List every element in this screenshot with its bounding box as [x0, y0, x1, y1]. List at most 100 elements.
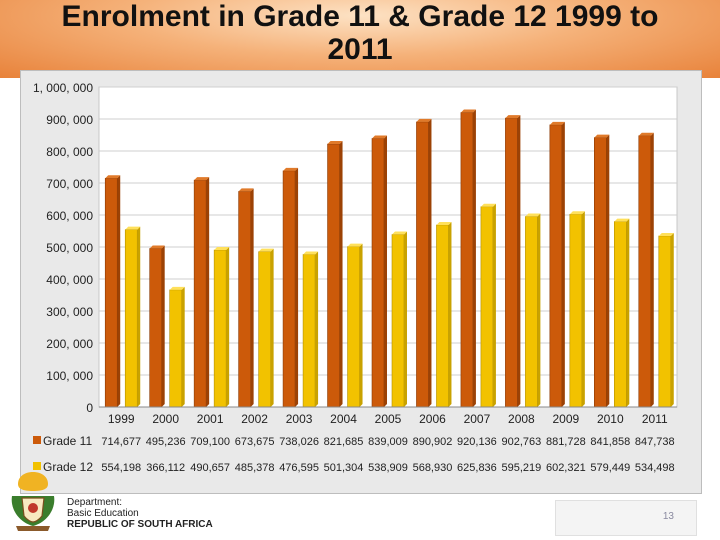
y-tick-label: 700, 000 — [46, 177, 93, 191]
x-tick-label: 2010 — [597, 412, 624, 426]
bar-side-grade12-2011 — [670, 232, 674, 407]
x-tick-label: 2005 — [375, 412, 402, 426]
bar-top-grade11-2002 — [238, 188, 254, 192]
data-label: 602,321 — [546, 462, 586, 474]
bar-grade11-2010 — [594, 137, 607, 408]
data-label: 714,677 — [101, 436, 141, 448]
bar-top-grade12-2004 — [347, 243, 363, 247]
bar-side-grade11-2006 — [428, 118, 432, 407]
bar-grade12-2004 — [347, 246, 360, 408]
data-label: 366,112 — [146, 462, 185, 474]
bar-grade12-2001 — [213, 249, 227, 408]
bar-top-grade12-2010 — [614, 218, 630, 222]
legend-key-grade12 — [33, 462, 41, 470]
x-tick-label: 2002 — [241, 412, 268, 426]
data-label: 738,026 — [279, 436, 319, 448]
data-label: 476,595 — [279, 462, 319, 474]
bar-top-grade11-2011 — [638, 132, 654, 136]
footer-dept-name: Basic Education — [67, 508, 139, 519]
bar-side-grade12-2004 — [359, 243, 363, 407]
x-tick-label: 1999 — [108, 412, 135, 426]
y-tick-label: 1, 000, 000 — [33, 81, 93, 95]
bar-top-grade12-1999 — [125, 226, 141, 230]
x-tick-label: 2009 — [552, 412, 579, 426]
data-label: 490,657 — [190, 462, 230, 474]
bar-side-grade11-2009 — [561, 121, 565, 407]
data-label: 625,836 — [457, 462, 497, 474]
bar-side-grade12-2000 — [181, 286, 185, 407]
data-label: 881,728 — [546, 436, 586, 448]
bar-side-grade11-2004 — [339, 141, 343, 407]
data-label: 485,378 — [235, 462, 275, 474]
page-number-box: 13 — [555, 500, 697, 536]
bar-side-grade12-2003 — [315, 251, 319, 407]
data-label: 595,219 — [502, 462, 542, 474]
bar-top-grade11-2005 — [372, 135, 387, 139]
y-tick-label: 300, 000 — [46, 305, 93, 319]
chart-panel: 0 100, 000 200, 000 300, 000 400, 000 500, 00… — [20, 70, 702, 494]
data-label: 534,498 — [635, 462, 675, 474]
y-tick-label: 900, 000 — [46, 113, 93, 127]
x-tick-label: 2003 — [286, 412, 313, 426]
bar-side-grade12-2007 — [492, 203, 496, 407]
bar-grade12-1999 — [124, 229, 138, 408]
data-label: 568,930 — [413, 462, 453, 474]
footer-dept: Department: — [67, 497, 123, 508]
data-label: 579,449 — [590, 462, 630, 474]
data-label: 709,100 — [190, 436, 230, 448]
bar-side-grade12-1999 — [137, 226, 141, 407]
bar-grade12-2010 — [614, 221, 627, 408]
bar-grade12-2000 — [169, 289, 182, 408]
bar-side-grade11-2010 — [606, 134, 610, 407]
data-label: 920,136 — [457, 436, 497, 448]
data-label: 821,685 — [324, 436, 364, 448]
data-label: 501,304 — [324, 462, 364, 474]
legend-key-grade11 — [33, 436, 41, 444]
bar-side-grade11-1999 — [117, 175, 121, 407]
bar-side-grade11-2003 — [295, 167, 299, 407]
bar-side-grade12-2006 — [448, 221, 452, 407]
y-tick-label: 800, 000 — [46, 145, 93, 159]
bar-grade11-2009 — [549, 124, 563, 408]
bar-grade11-2007 — [460, 112, 474, 408]
data-label: 673,675 — [235, 436, 275, 448]
legend-label-grade12: Grade 12 — [43, 460, 93, 474]
bar-top-grade11-2003 — [283, 167, 299, 171]
y-tick-label: 500, 000 — [46, 241, 93, 255]
bar-top-grade11-2001 — [194, 177, 210, 181]
y-tick-label: 100, 000 — [46, 369, 93, 383]
bar-side-grade11-2007 — [472, 109, 476, 407]
bar-grade12-2002 — [258, 251, 271, 408]
bar-grade11-2008 — [505, 117, 518, 408]
bar-grade11-1999 — [104, 178, 118, 408]
bar-top-grade11-2010 — [594, 134, 610, 138]
page-number: 13 — [662, 511, 674, 522]
y-tick-label: 600, 000 — [46, 209, 93, 223]
legend-label-grade11: Grade 11 — [43, 434, 92, 448]
data-label: 847,738 — [635, 436, 675, 448]
y-tick-label: 0 — [86, 401, 93, 415]
bar-grade12-2006 — [436, 224, 449, 408]
bar-side-grade11-2002 — [250, 188, 254, 407]
footer-country: REPUBLIC OF SOUTH AFRICA — [67, 519, 213, 530]
title-line-2: 2011 — [327, 33, 393, 66]
title-banner — [0, 0, 720, 78]
slide-title: Enrolment in Grade 11 & Grade 12 1999 to… — [0, 0, 720, 66]
bar-side-grade11-2008 — [517, 115, 521, 407]
x-tick-label: 2007 — [464, 412, 491, 426]
bar-top-grade12-2006 — [436, 221, 452, 225]
bar-side-grade11-2000 — [161, 245, 165, 407]
y-tick-label: 200, 000 — [46, 337, 93, 351]
data-label: 554,198 — [101, 462, 141, 474]
data-label: 890,902 — [413, 436, 453, 448]
data-label: 902,763 — [502, 436, 542, 448]
bar-grade12-2007 — [480, 206, 494, 408]
bar-top-grade11-2006 — [416, 118, 432, 122]
bar-grade11-2006 — [416, 121, 429, 408]
bar-side-grade12-2010 — [626, 218, 630, 407]
bar-side-grade12-2001 — [226, 246, 230, 407]
data-label: 538,909 — [368, 462, 408, 474]
bar-top-grade12-2009 — [569, 211, 585, 215]
bar-grade11-2005 — [371, 138, 385, 408]
data-label: 495,236 — [146, 436, 186, 448]
